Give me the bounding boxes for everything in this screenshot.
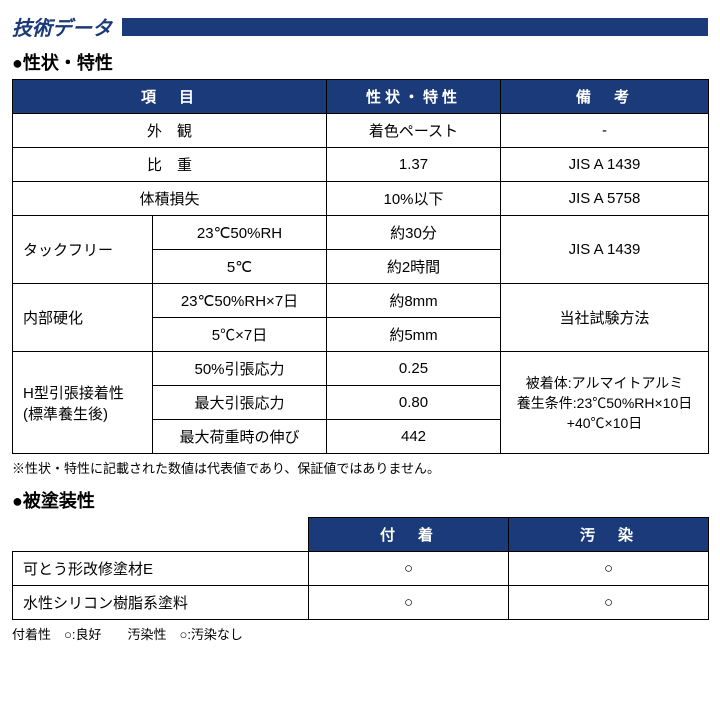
table-row: 水性シリコン樹脂系塗料 ○ ○ — [13, 586, 709, 620]
table-row: 比 重 1.37 JIS A 1439 — [13, 148, 709, 182]
properties-table: 項 目 性状・特性 備 考 外 観 着色ペースト - 比 重 1.37 JIS … — [12, 79, 709, 454]
cell-cond: 5℃×7日 — [153, 318, 327, 352]
cell-value: 約8mm — [327, 284, 501, 318]
cell-remark: - — [501, 114, 709, 148]
table-row: 可とう形改修塗材E ○ ○ — [13, 552, 709, 586]
cell-value: 10%以下 — [327, 182, 501, 216]
col-remark: 備 考 — [501, 80, 709, 114]
col-property: 性状・特性 — [327, 80, 501, 114]
cell-cond: 23℃50%RH — [153, 216, 327, 250]
cell-stain: ○ — [509, 586, 709, 620]
cell-value: 約30分 — [327, 216, 501, 250]
cell-value: 0.25 — [327, 352, 501, 386]
cell-value: 着色ペースト — [327, 114, 501, 148]
cell-remark: JIS A 5758 — [501, 182, 709, 216]
cell-cond: 50%引張応力 — [153, 352, 327, 386]
cell-remark: JIS A 1439 — [501, 216, 709, 284]
cell-remark: 被着体:アルマイトアルミ 養生条件:23℃50%RH×10日 +40℃×10日 — [501, 352, 709, 454]
cell-cond: 23℃50%RH×7日 — [153, 284, 327, 318]
cell-label: 外 観 — [13, 114, 327, 148]
cell-label: 可とう形改修塗材E — [13, 552, 309, 586]
cell-group: H型引張接着性 (標準養生後) — [13, 352, 153, 454]
cell-value: 約5mm — [327, 318, 501, 352]
cell-adhesion: ○ — [309, 552, 509, 586]
section1-heading: ●性状・特性 — [12, 49, 708, 75]
cell-label: 水性シリコン樹脂系塗料 — [13, 586, 309, 620]
table-row: 外 観 着色ペースト - — [13, 114, 709, 148]
title-bar — [122, 18, 708, 36]
section2-heading: ●被塗装性 — [12, 487, 708, 513]
table-row: 内部硬化 23℃50%RH×7日 約8mm 当社試験方法 — [13, 284, 709, 318]
cell-value: 0.80 — [327, 386, 501, 420]
section2-legend: 付着性 ○:良好 汚染性 ○:汚染なし — [12, 624, 708, 643]
cell-value: 1.37 — [327, 148, 501, 182]
section1-note: ※性状・特性に記載された数値は代表値であり、保証値ではありません。 — [12, 458, 708, 477]
table-header-row: 項 目 性状・特性 備 考 — [13, 80, 709, 114]
col-adhesion: 付 着 — [309, 518, 509, 552]
col-blank — [13, 518, 309, 552]
cell-cond: 最大荷重時の伸び — [153, 420, 327, 454]
cell-label: 体積損失 — [13, 182, 327, 216]
cell-value: 442 — [327, 420, 501, 454]
cell-value: 約2時間 — [327, 250, 501, 284]
cell-group: 内部硬化 — [13, 284, 153, 352]
cell-stain: ○ — [509, 552, 709, 586]
paintability-table: 付 着 汚 染 可とう形改修塗材E ○ ○ 水性シリコン樹脂系塗料 ○ ○ — [12, 517, 709, 620]
cell-remark: 当社試験方法 — [501, 284, 709, 352]
table-row: 体積損失 10%以下 JIS A 5758 — [13, 182, 709, 216]
table-row: タックフリー 23℃50%RH 約30分 JIS A 1439 — [13, 216, 709, 250]
cell-cond: 5℃ — [153, 250, 327, 284]
cell-group: タックフリー — [13, 216, 153, 284]
title-row: 技術データ — [12, 12, 708, 41]
cell-remark: JIS A 1439 — [501, 148, 709, 182]
table-header-row: 付 着 汚 染 — [13, 518, 709, 552]
cell-adhesion: ○ — [309, 586, 509, 620]
table-row: H型引張接着性 (標準養生後) 50%引張応力 0.25 被着体:アルマイトアル… — [13, 352, 709, 386]
col-stain: 汚 染 — [509, 518, 709, 552]
cell-cond: 最大引張応力 — [153, 386, 327, 420]
page-title: 技術データ — [12, 12, 122, 41]
col-item: 項 目 — [13, 80, 327, 114]
cell-label: 比 重 — [13, 148, 327, 182]
